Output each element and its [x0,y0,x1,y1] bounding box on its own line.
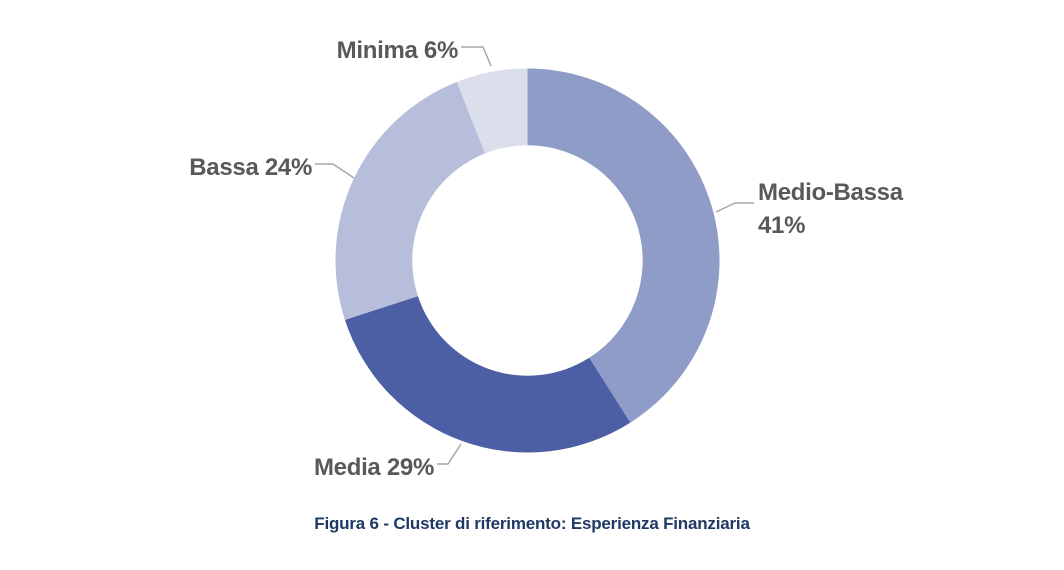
leader-bassa-line [315,163,355,179]
figure-caption: Figura 6 - Cluster di riferimento: Esper… [314,514,750,533]
slice-label-medio-bassa-value: 41% [758,212,806,239]
slice-media [344,296,631,453]
slice-label-bassa: Bassa 24% [189,154,312,181]
leader-media-line [437,443,462,465]
slice-label-media: Media 29% [313,454,434,481]
slice-minima [456,68,528,154]
slice-label-medio-bassa: Medio-Bassa 41% [758,176,903,242]
slice-label-minima: Minima 6% [336,37,459,64]
slice-bassa [335,81,486,320]
leader-medio-bassa-line [715,202,754,213]
leader-minima-line [461,46,492,67]
slice-label-medio-bassa-name: Medio-Bassa [758,179,903,206]
slice-medio-bassa [527,68,720,423]
